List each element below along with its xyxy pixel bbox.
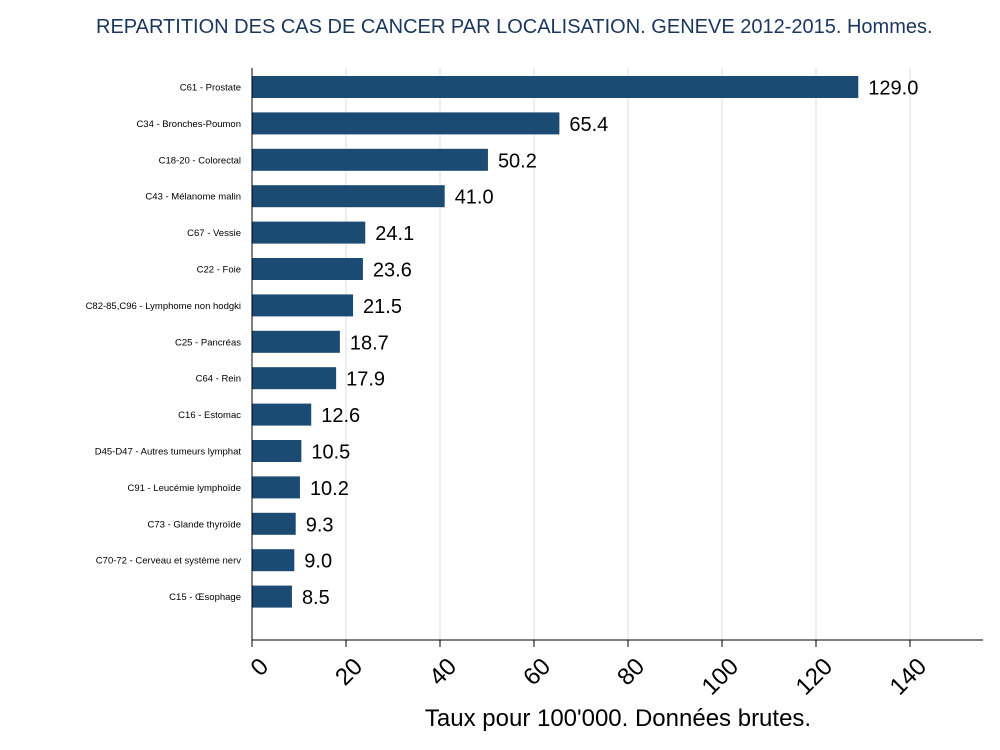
category-label: C67 - Vessie xyxy=(187,228,241,239)
category-label: C73 - Glande thyroïde xyxy=(148,519,241,530)
x-tick-label: 60 xyxy=(518,653,556,691)
bar xyxy=(252,476,300,499)
x-tick-label: 120 xyxy=(791,653,838,700)
bar xyxy=(252,549,295,572)
value-label: 50.2 xyxy=(498,150,537,172)
value-label: 18.7 xyxy=(350,332,389,354)
bar xyxy=(252,76,859,98)
bar xyxy=(252,148,488,171)
value-label: 17.9 xyxy=(346,369,385,391)
value-label: 23.6 xyxy=(373,260,412,282)
value-label: 24.1 xyxy=(375,223,414,245)
category-label: C34 - Bronches-Poumon xyxy=(136,119,241,130)
bars: C61 - Prostate 129.0 C34 - Bronches-Poumon… xyxy=(86,76,918,609)
chart-title: REPARTITION DES CAS DE CANCER PAR LOCALI… xyxy=(96,16,933,38)
bar xyxy=(252,112,560,135)
category-label: C15 - Œsophage xyxy=(169,592,241,603)
x-tick-label: 40 xyxy=(424,653,462,691)
value-label: 21.5 xyxy=(363,296,402,318)
value-label: 10.5 xyxy=(311,442,350,464)
bar xyxy=(252,440,302,462)
value-label: 10.2 xyxy=(310,478,349,500)
x-tick-label: 80 xyxy=(612,653,650,691)
x-tick-label: 0 xyxy=(246,653,275,682)
category-label: C16 - Estomac xyxy=(178,410,241,421)
x-tick-label: 140 xyxy=(885,653,932,700)
category-label: D45-D47 - Autres tumeurs lymphat xyxy=(95,447,242,458)
category-label: C91 - Leucémie lymphoïde xyxy=(127,483,241,494)
value-label: 65.4 xyxy=(569,114,608,136)
category-label: C82-85,C96 - Lymphome non hodgki xyxy=(86,301,241,312)
value-label: 9.0 xyxy=(304,551,332,573)
category-label: C22 - Foie xyxy=(197,265,241,276)
bar xyxy=(252,403,312,426)
bar xyxy=(252,221,366,244)
value-label: 8.5 xyxy=(302,587,330,609)
grid-lines xyxy=(345,68,911,640)
category-label: C18-20 - Colorectal xyxy=(159,155,241,166)
category-label: C61 - Prostate xyxy=(180,83,241,94)
category-label: C70-72 - Cerveau et système nerv xyxy=(96,556,241,567)
bar xyxy=(252,330,340,353)
value-label: 129.0 xyxy=(868,78,918,100)
x-tick-label: 100 xyxy=(697,653,744,700)
bar xyxy=(252,367,337,390)
bar xyxy=(252,258,363,280)
value-label: 41.0 xyxy=(455,187,494,209)
category-label: C25 - Pancréas xyxy=(175,337,241,348)
value-label: 12.6 xyxy=(321,405,360,427)
bar xyxy=(252,512,296,535)
category-label: C43 - Mélanome malin xyxy=(145,192,241,203)
bar xyxy=(252,185,445,208)
bar xyxy=(252,585,292,608)
value-label: 9.3 xyxy=(306,514,334,536)
x-axis-title: Taux pour 100'000. Données brutes. xyxy=(425,705,811,732)
bar xyxy=(252,294,354,317)
x-tick-label: 20 xyxy=(330,653,368,691)
category-label: C64 - Rein xyxy=(196,374,241,385)
